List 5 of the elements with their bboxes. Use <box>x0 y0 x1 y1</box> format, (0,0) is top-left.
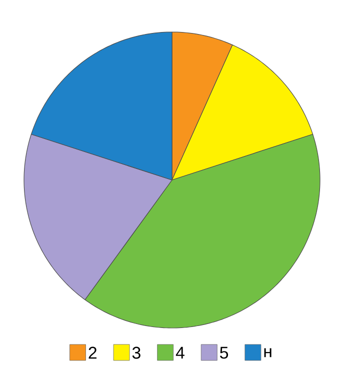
legend-label: н <box>264 348 272 358</box>
legend-label: 4 <box>176 346 184 359</box>
legend-label: 3 <box>132 346 140 359</box>
legend-label: 5 <box>220 346 228 359</box>
legend-label: 2 <box>88 346 96 359</box>
